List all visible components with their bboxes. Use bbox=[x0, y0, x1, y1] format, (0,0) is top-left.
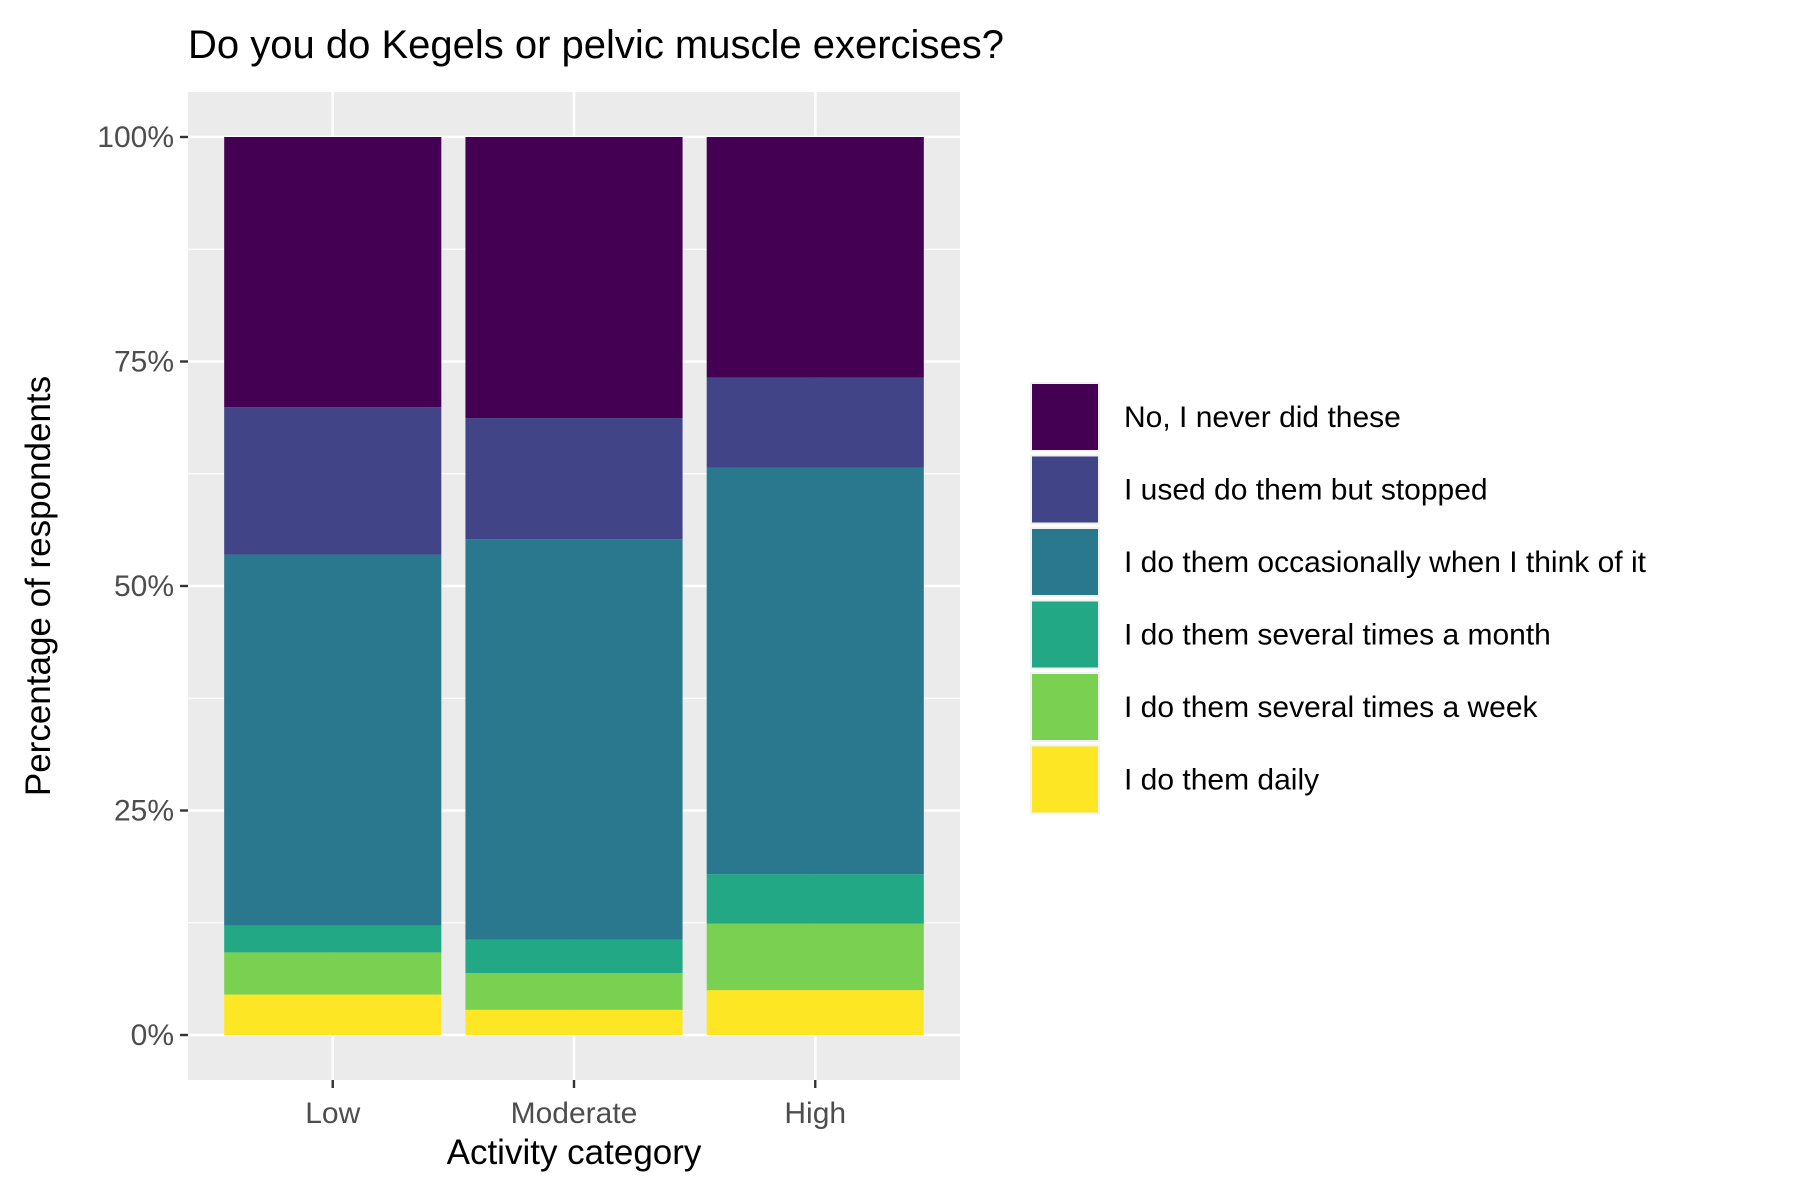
bar-segment bbox=[465, 973, 683, 1010]
bar-segment bbox=[706, 377, 924, 468]
x-tick-label: High bbox=[784, 1097, 846, 1130]
y-tick-label: 75% bbox=[114, 346, 174, 379]
legend-swatch bbox=[1032, 456, 1098, 523]
bar-segment bbox=[224, 952, 442, 995]
legend-label: No, I never did these bbox=[1124, 401, 1401, 434]
legend-label: I do them occasionally when I think of i… bbox=[1124, 546, 1647, 579]
bar-segment bbox=[706, 874, 924, 924]
legend-label: I do them several times a week bbox=[1124, 691, 1539, 724]
bar-segment bbox=[465, 418, 683, 540]
x-axis-title: Activity category bbox=[447, 1133, 702, 1172]
legend: No, I never did these I used do them but … bbox=[1030, 382, 1647, 815]
y-tick-label: 100% bbox=[97, 121, 174, 154]
bar-segment bbox=[465, 939, 683, 974]
bar-segment bbox=[706, 923, 924, 991]
bar-segment bbox=[224, 925, 442, 953]
bar-segment bbox=[706, 990, 924, 1035]
legend-label: I used do them but stopped bbox=[1124, 474, 1488, 507]
bar-segment bbox=[224, 407, 442, 555]
legend-swatch bbox=[1032, 674, 1098, 740]
legend-swatch bbox=[1032, 384, 1098, 450]
bar-segment bbox=[224, 137, 442, 408]
x-tick-label: Moderate bbox=[511, 1097, 638, 1130]
bar-segment bbox=[465, 1009, 683, 1035]
legend-label: I do them daily bbox=[1124, 764, 1319, 797]
bar-segment bbox=[706, 467, 924, 875]
chart-title: Do you do Kegels or pelvic muscle exerci… bbox=[188, 23, 1004, 67]
y-tick-label: 25% bbox=[114, 795, 174, 828]
bar-segment bbox=[465, 137, 683, 419]
bar-segment bbox=[706, 137, 924, 378]
legend-label: I do them several times a month bbox=[1124, 619, 1551, 652]
y-axis-title: Percentage of respondents bbox=[19, 376, 58, 796]
bar-segment bbox=[224, 994, 442, 1035]
legend-swatch bbox=[1032, 746, 1098, 813]
x-tick-label: Low bbox=[305, 1097, 360, 1130]
y-axis: 0% 25% 50% 75% 100% bbox=[97, 121, 188, 1052]
x-axis: Low Moderate High bbox=[305, 1080, 846, 1130]
legend-swatch bbox=[1032, 601, 1098, 668]
y-tick-label: 0% bbox=[131, 1019, 174, 1052]
bar-segment bbox=[465, 539, 683, 940]
y-tick-label: 50% bbox=[114, 570, 174, 603]
legend-swatch bbox=[1032, 529, 1098, 595]
bars bbox=[224, 137, 924, 1035]
bar-segment bbox=[224, 554, 442, 926]
